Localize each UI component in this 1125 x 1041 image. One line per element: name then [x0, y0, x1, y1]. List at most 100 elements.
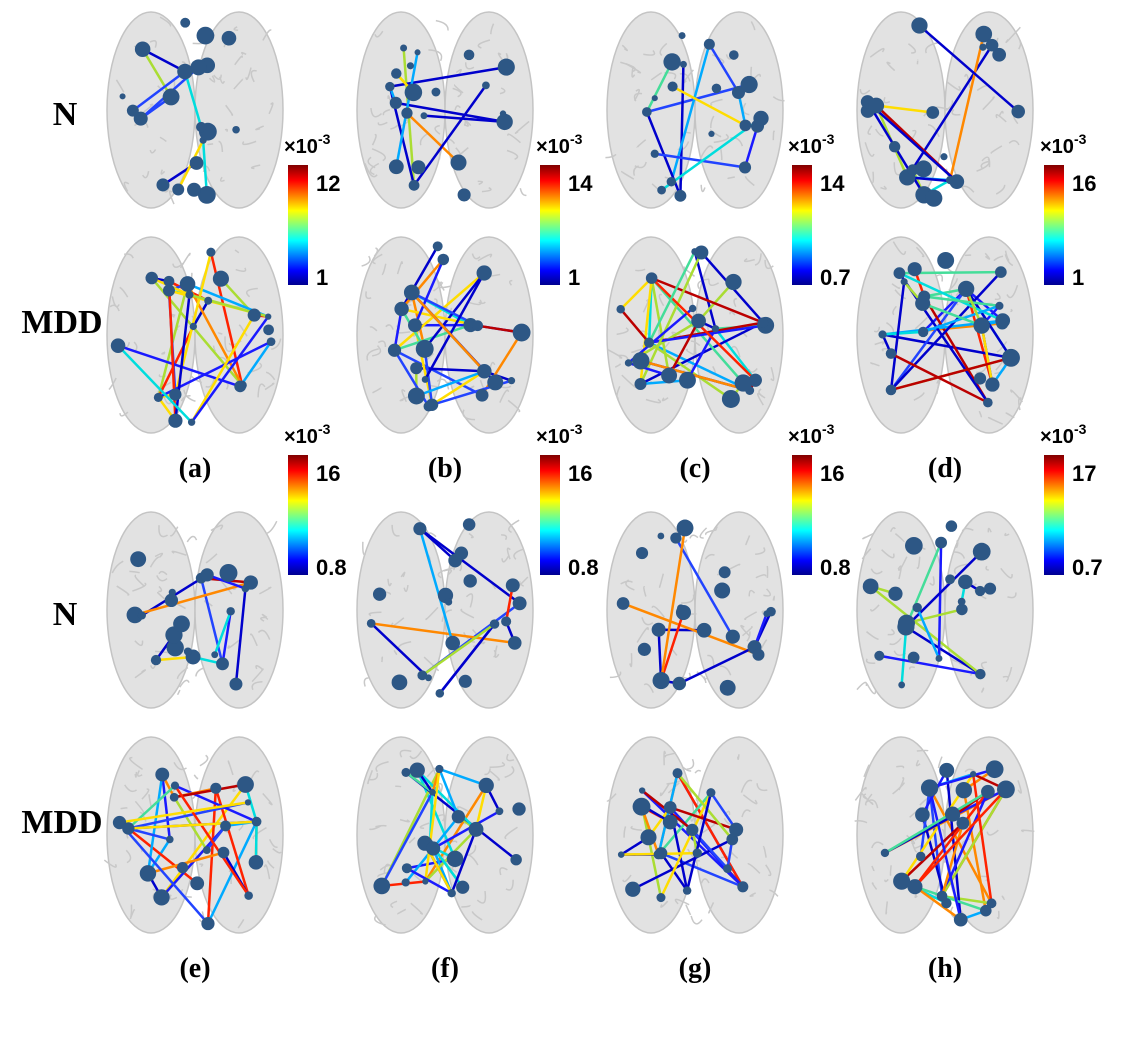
gyrus — [1004, 254, 1014, 267]
edge — [134, 581, 252, 617]
gyrus — [375, 761, 389, 773]
node — [476, 265, 492, 281]
gyrus — [504, 826, 518, 840]
gyrus — [943, 100, 954, 112]
gyrus — [363, 677, 369, 687]
gyrus — [748, 589, 756, 597]
node — [888, 586, 903, 601]
gyrus — [272, 848, 282, 854]
gyrus — [948, 278, 959, 291]
edge — [928, 787, 993, 904]
node — [110, 338, 126, 353]
gyrus — [419, 822, 430, 829]
gyrus — [111, 296, 120, 308]
gyrus — [158, 570, 168, 576]
node — [706, 788, 716, 798]
edge — [659, 792, 713, 899]
node — [898, 681, 906, 689]
gyrus — [372, 387, 382, 394]
gyrus — [123, 181, 130, 192]
colorbar — [288, 165, 308, 285]
node — [185, 290, 194, 299]
node — [211, 651, 219, 659]
gyrus — [748, 368, 758, 373]
node — [372, 587, 387, 601]
gyrus — [154, 552, 164, 558]
gyrus — [227, 760, 234, 776]
gyrus — [645, 398, 662, 404]
gyrus — [202, 165, 211, 173]
node — [409, 762, 425, 778]
node — [216, 657, 229, 671]
gyrus — [468, 854, 479, 866]
node — [212, 270, 229, 287]
colorbar-max: 16 — [1072, 171, 1096, 196]
gyrus — [772, 96, 785, 102]
node — [907, 879, 923, 895]
brain — [606, 511, 784, 709]
edge — [406, 112, 460, 164]
edge — [916, 607, 941, 659]
gyrus — [425, 606, 439, 621]
node — [935, 654, 943, 662]
node — [691, 248, 699, 255]
gyrus — [132, 582, 147, 592]
node — [505, 578, 520, 593]
gyrus — [643, 586, 647, 597]
node — [389, 96, 402, 110]
edge — [869, 585, 982, 676]
node — [995, 301, 1004, 310]
node — [413, 522, 427, 536]
node — [234, 380, 247, 393]
node — [663, 801, 677, 814]
node — [126, 104, 139, 117]
edge — [438, 768, 460, 818]
gyrus — [976, 85, 987, 91]
node — [958, 280, 975, 298]
brain — [103, 736, 284, 934]
node — [653, 849, 664, 860]
gyrus — [1007, 666, 1013, 678]
gyrus — [883, 96, 891, 104]
node — [401, 863, 412, 874]
node — [219, 564, 238, 582]
node — [972, 542, 991, 561]
node — [737, 881, 749, 893]
node — [415, 339, 434, 358]
gyrus — [719, 665, 732, 676]
edge — [640, 359, 751, 392]
gyrus — [694, 769, 702, 774]
edge — [190, 314, 256, 423]
node — [265, 313, 272, 320]
node — [734, 374, 752, 392]
gyrus — [266, 860, 275, 869]
gyrus — [507, 133, 521, 144]
edge — [905, 550, 983, 628]
gyrus — [856, 681, 868, 691]
gyrus — [708, 902, 715, 914]
gyrus — [501, 555, 510, 563]
edge — [676, 772, 734, 841]
node — [190, 59, 207, 76]
node — [996, 317, 1009, 330]
edge — [186, 283, 244, 386]
gyrus — [213, 74, 222, 81]
node — [451, 810, 466, 824]
gyrus — [129, 909, 136, 920]
gyrus — [1007, 592, 1017, 599]
node — [445, 635, 461, 651]
gyrus — [108, 377, 117, 390]
gyrus — [887, 628, 895, 636]
edge — [879, 654, 981, 676]
edge — [160, 783, 247, 899]
node — [1001, 348, 1020, 367]
edge — [876, 104, 933, 114]
gyrus — [364, 163, 378, 178]
gyrus — [925, 42, 939, 54]
gyrus — [941, 828, 946, 837]
gyrus — [257, 383, 266, 398]
gyrus — [371, 133, 377, 146]
edge — [183, 71, 203, 128]
edge — [650, 277, 671, 376]
gyrus — [854, 786, 867, 801]
